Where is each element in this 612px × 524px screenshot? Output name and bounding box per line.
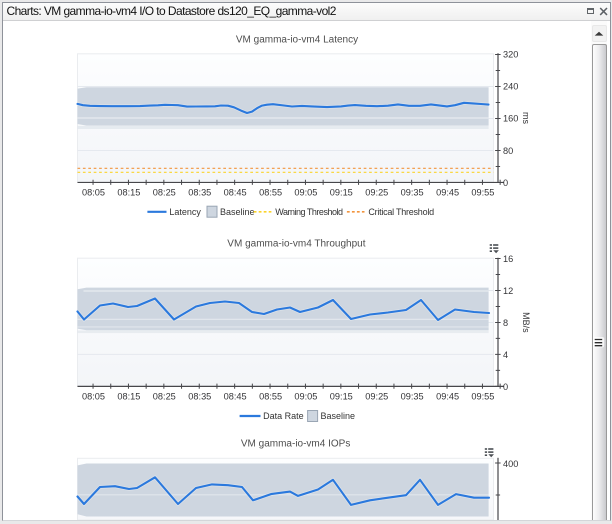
svg-text:09:25: 09:25	[365, 392, 388, 402]
svg-text:09:05: 09:05	[294, 187, 317, 197]
svg-text:Critical Threshold: Critical Threshold	[368, 207, 434, 217]
svg-text:09:35: 09:35	[401, 187, 424, 197]
svg-text:MB/s: MB/s	[521, 312, 531, 333]
svg-text:08:45: 08:45	[224, 392, 247, 402]
svg-text:VM gamma-io-vm4 IOPs: VM gamma-io-vm4 IOPs	[241, 439, 350, 450]
svg-text:08:45: 08:45	[224, 187, 247, 197]
svg-text:320: 320	[503, 50, 518, 60]
svg-text:80: 80	[503, 146, 513, 156]
svg-text:Baseline: Baseline	[220, 207, 255, 217]
svg-text:VM gamma-io-vm4 Latency: VM gamma-io-vm4 Latency	[236, 34, 358, 45]
svg-text:400: 400	[503, 459, 518, 469]
svg-text:08:55: 08:55	[259, 392, 282, 402]
svg-text:Latency: Latency	[169, 207, 201, 217]
svg-text:08:15: 08:15	[117, 392, 140, 402]
svg-text:VM gamma-io-vm4 Throughput: VM gamma-io-vm4 Throughput	[227, 238, 365, 249]
svg-text:Data Rate: Data Rate	[263, 411, 304, 421]
svg-text:Warning Threshold: Warning Threshold	[275, 207, 343, 217]
svg-text:08:25: 08:25	[153, 392, 176, 402]
svg-text:09:15: 09:15	[330, 392, 353, 402]
svg-text:0: 0	[503, 382, 508, 392]
svg-text:08:35: 08:35	[188, 187, 211, 197]
svg-text:09:35: 09:35	[401, 392, 424, 402]
svg-text:09:45: 09:45	[436, 187, 459, 197]
svg-text:08:05: 08:05	[82, 187, 105, 197]
svg-text:16: 16	[503, 254, 513, 264]
svg-text:09:25: 09:25	[365, 187, 388, 197]
svg-text:09:15: 09:15	[330, 187, 353, 197]
svg-text:08:35: 08:35	[188, 392, 211, 402]
svg-text:Baseline: Baseline	[321, 411, 356, 421]
svg-text:09:55: 09:55	[471, 187, 494, 197]
svg-text:09:45: 09:45	[436, 392, 459, 402]
svg-text:240: 240	[503, 82, 518, 92]
svg-text:09:55: 09:55	[471, 392, 494, 402]
svg-text:12: 12	[503, 286, 513, 296]
svg-text:08:15: 08:15	[117, 187, 140, 197]
svg-text:4: 4	[503, 350, 508, 360]
svg-text:09:05: 09:05	[294, 392, 317, 402]
svg-text:08:05: 08:05	[82, 392, 105, 402]
svg-text:160: 160	[503, 114, 518, 124]
svg-text:ms: ms	[521, 112, 531, 124]
svg-text:08:55: 08:55	[259, 187, 282, 197]
svg-text:8: 8	[503, 318, 508, 328]
svg-text:08:25: 08:25	[153, 187, 176, 197]
svg-text:0: 0	[503, 178, 508, 188]
